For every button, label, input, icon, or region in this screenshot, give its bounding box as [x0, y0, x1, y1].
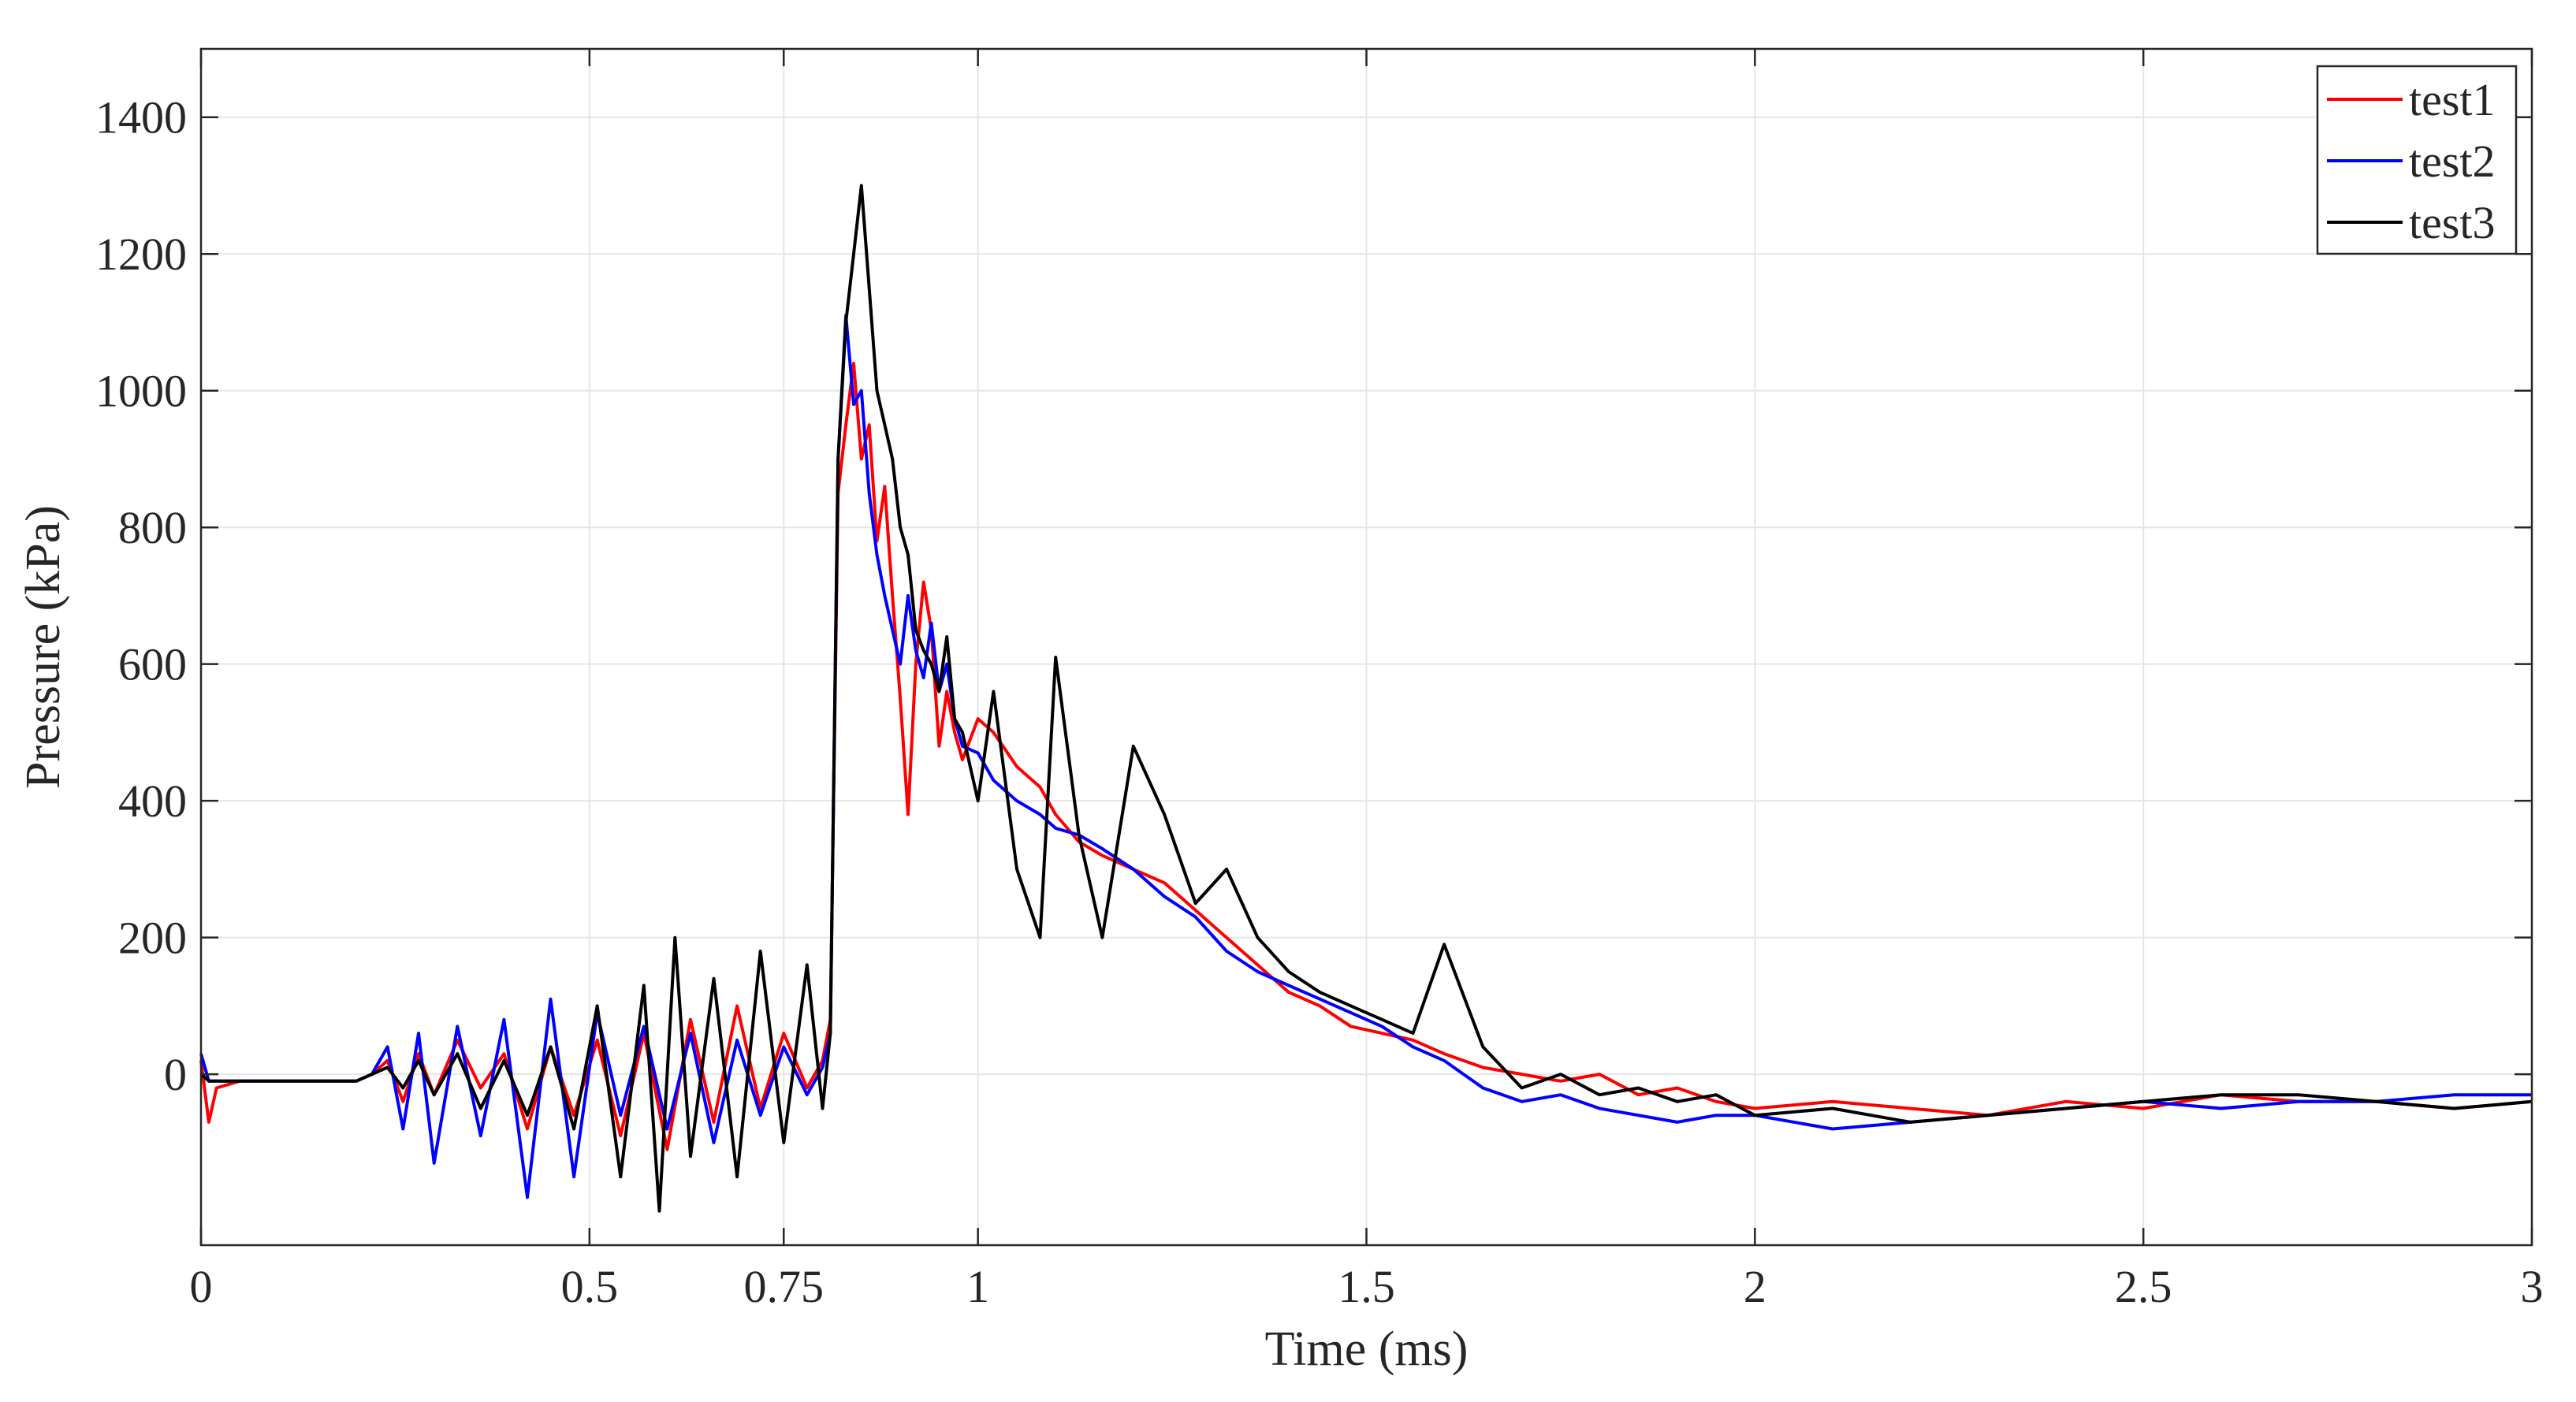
legend-label-test2: test2 — [2409, 136, 2496, 187]
x-tick-label: 3 — [2521, 1261, 2544, 1312]
y-axis-ticks: 0 200 400 600 800 1000 1200 1400 — [95, 92, 2532, 1100]
x-tick-label: 0.5 — [561, 1261, 619, 1312]
legend-label-test1: test1 — [2409, 74, 2496, 125]
y-tick-label: 400 — [118, 775, 187, 827]
series-line-test3 — [199, 184, 2533, 1213]
y-tick-label: 1000 — [95, 366, 187, 417]
series-line-test2 — [199, 314, 2532, 1199]
x-tick-label: 2 — [1744, 1261, 1766, 1312]
y-tick-label: 1400 — [95, 92, 187, 143]
legend-label-test3: test3 — [2409, 197, 2496, 248]
x-axis-ticks: 0 0.5 0.75 1 1.5 2 2.5 3 — [190, 49, 2544, 1312]
y-tick-label: 1200 — [95, 229, 187, 280]
y-tick-label: 200 — [118, 913, 187, 964]
y-axis-label: Pressure (kPa) — [17, 505, 70, 789]
data-series — [199, 184, 2533, 1213]
grid-lines — [200, 49, 2533, 1245]
x-tick-label: 0 — [190, 1261, 213, 1312]
legend: test1 test2 test3 — [2316, 65, 2518, 255]
y-tick-label: 800 — [118, 502, 187, 553]
x-tick-label: 1 — [966, 1261, 989, 1312]
x-tick-label: 0.75 — [744, 1261, 825, 1312]
x-axis-label: Time (ms) — [1265, 1322, 1469, 1376]
x-tick-label: 1.5 — [1338, 1261, 1395, 1312]
x-tick-label: 2.5 — [2115, 1261, 2172, 1312]
y-tick-label: 0 — [164, 1049, 187, 1100]
y-tick-label: 600 — [118, 639, 187, 690]
